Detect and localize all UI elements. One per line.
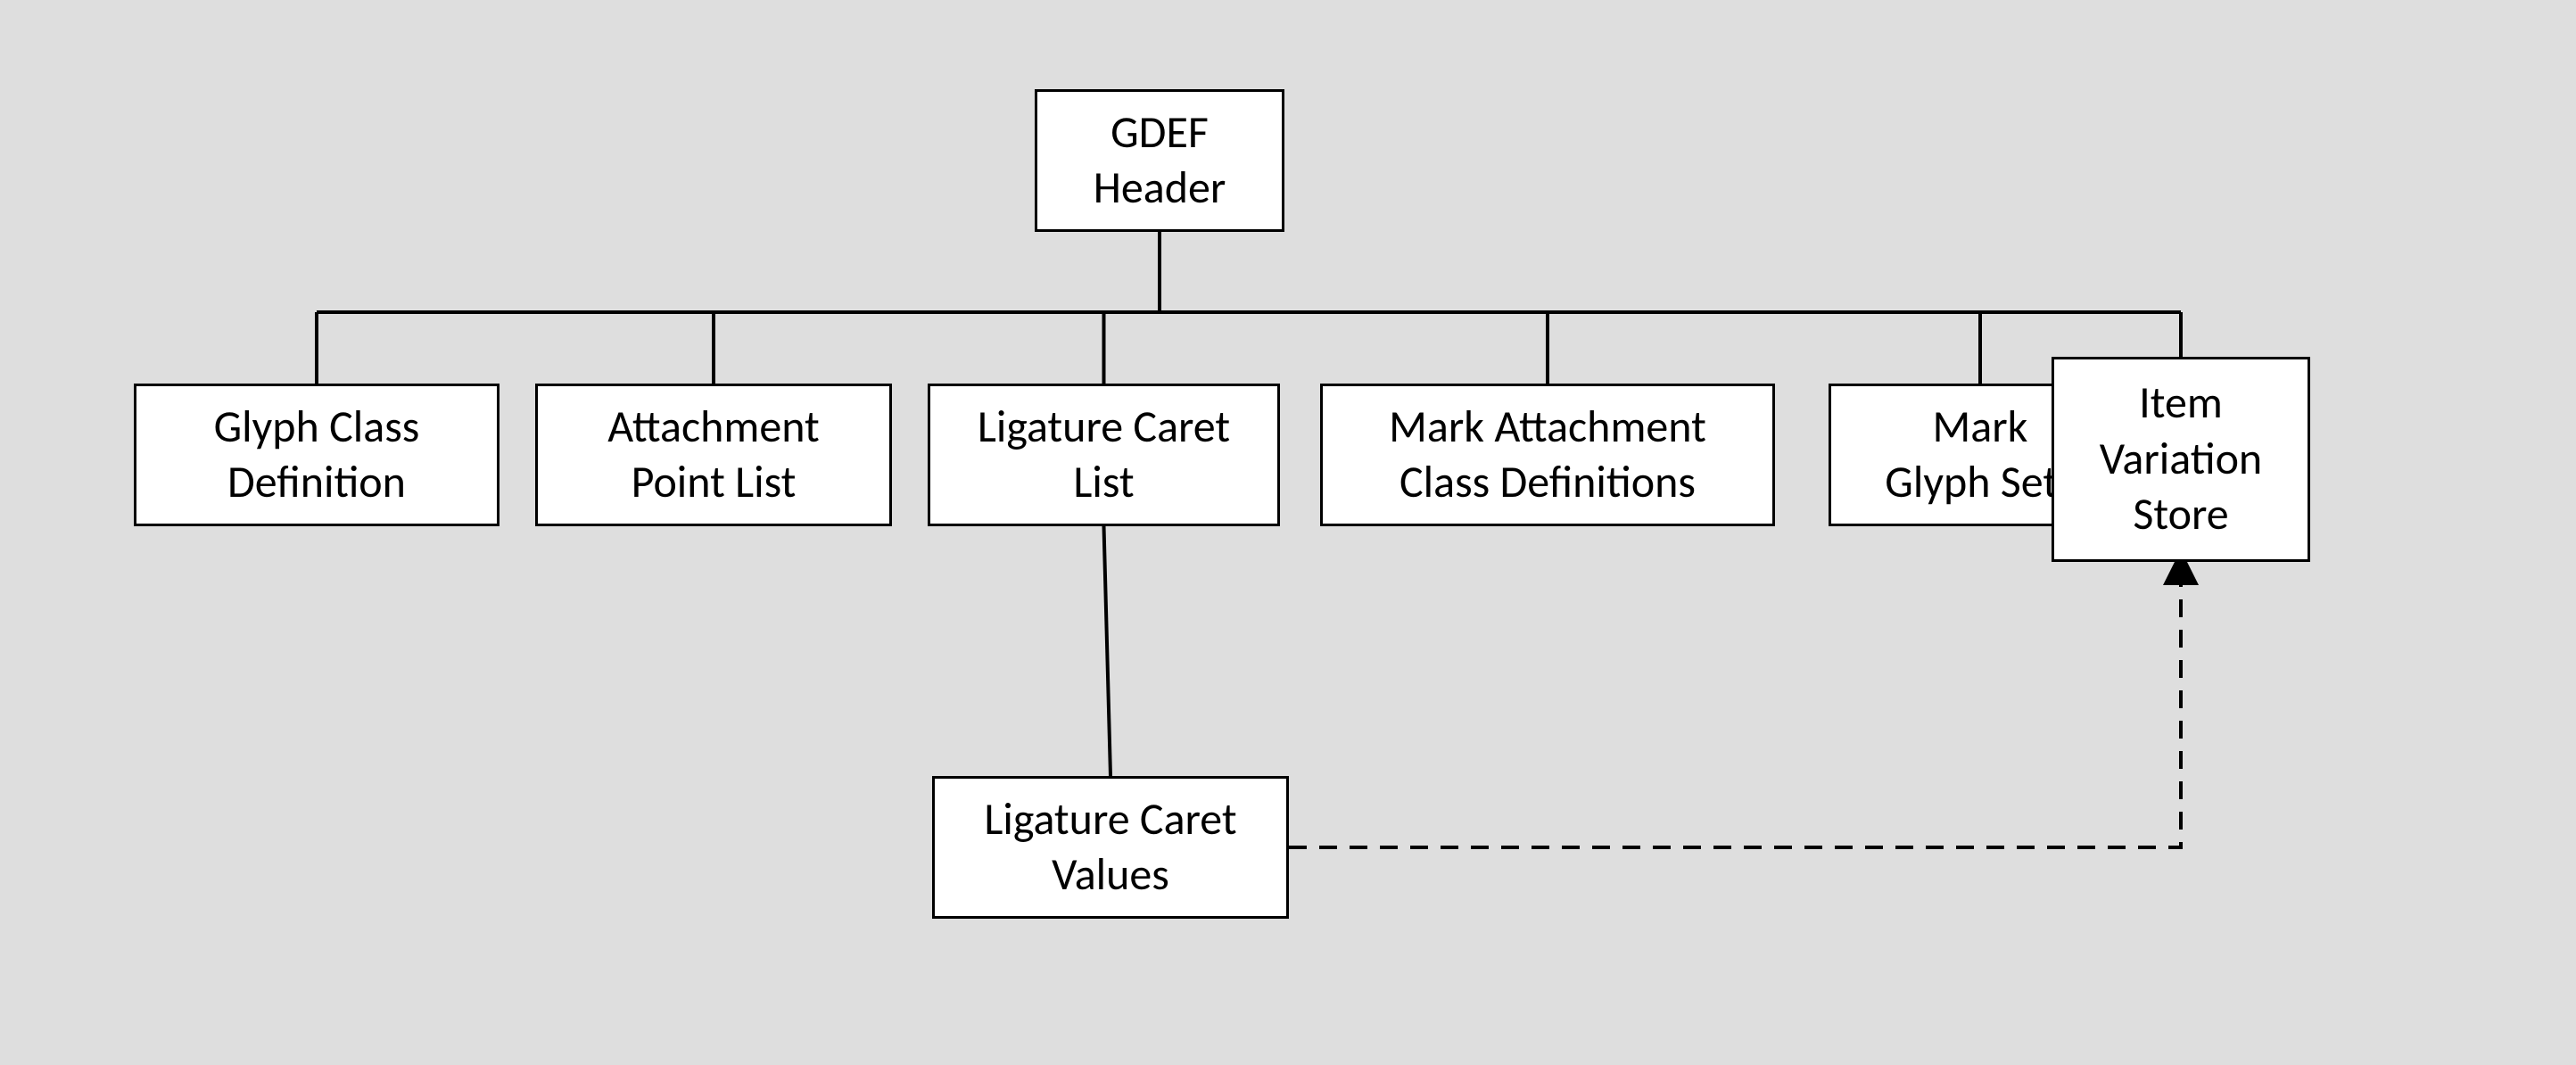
node-lig: Ligature Caret List xyxy=(928,384,1280,526)
node-mark: Mark Attachment Class Definitions xyxy=(1320,384,1775,526)
diagram-canvas: GDEF Header Glyph Class DefinitionAttachm… xyxy=(0,0,2576,1065)
node-ivs: Item Variation Store xyxy=(2052,357,2310,562)
node-attach: Attachment Point List xyxy=(535,384,892,526)
node-ligval: Ligature Caret Values xyxy=(932,776,1289,919)
node-root: GDEF Header xyxy=(1035,89,1284,232)
node-glyph: Glyph Class Definition xyxy=(134,384,500,526)
